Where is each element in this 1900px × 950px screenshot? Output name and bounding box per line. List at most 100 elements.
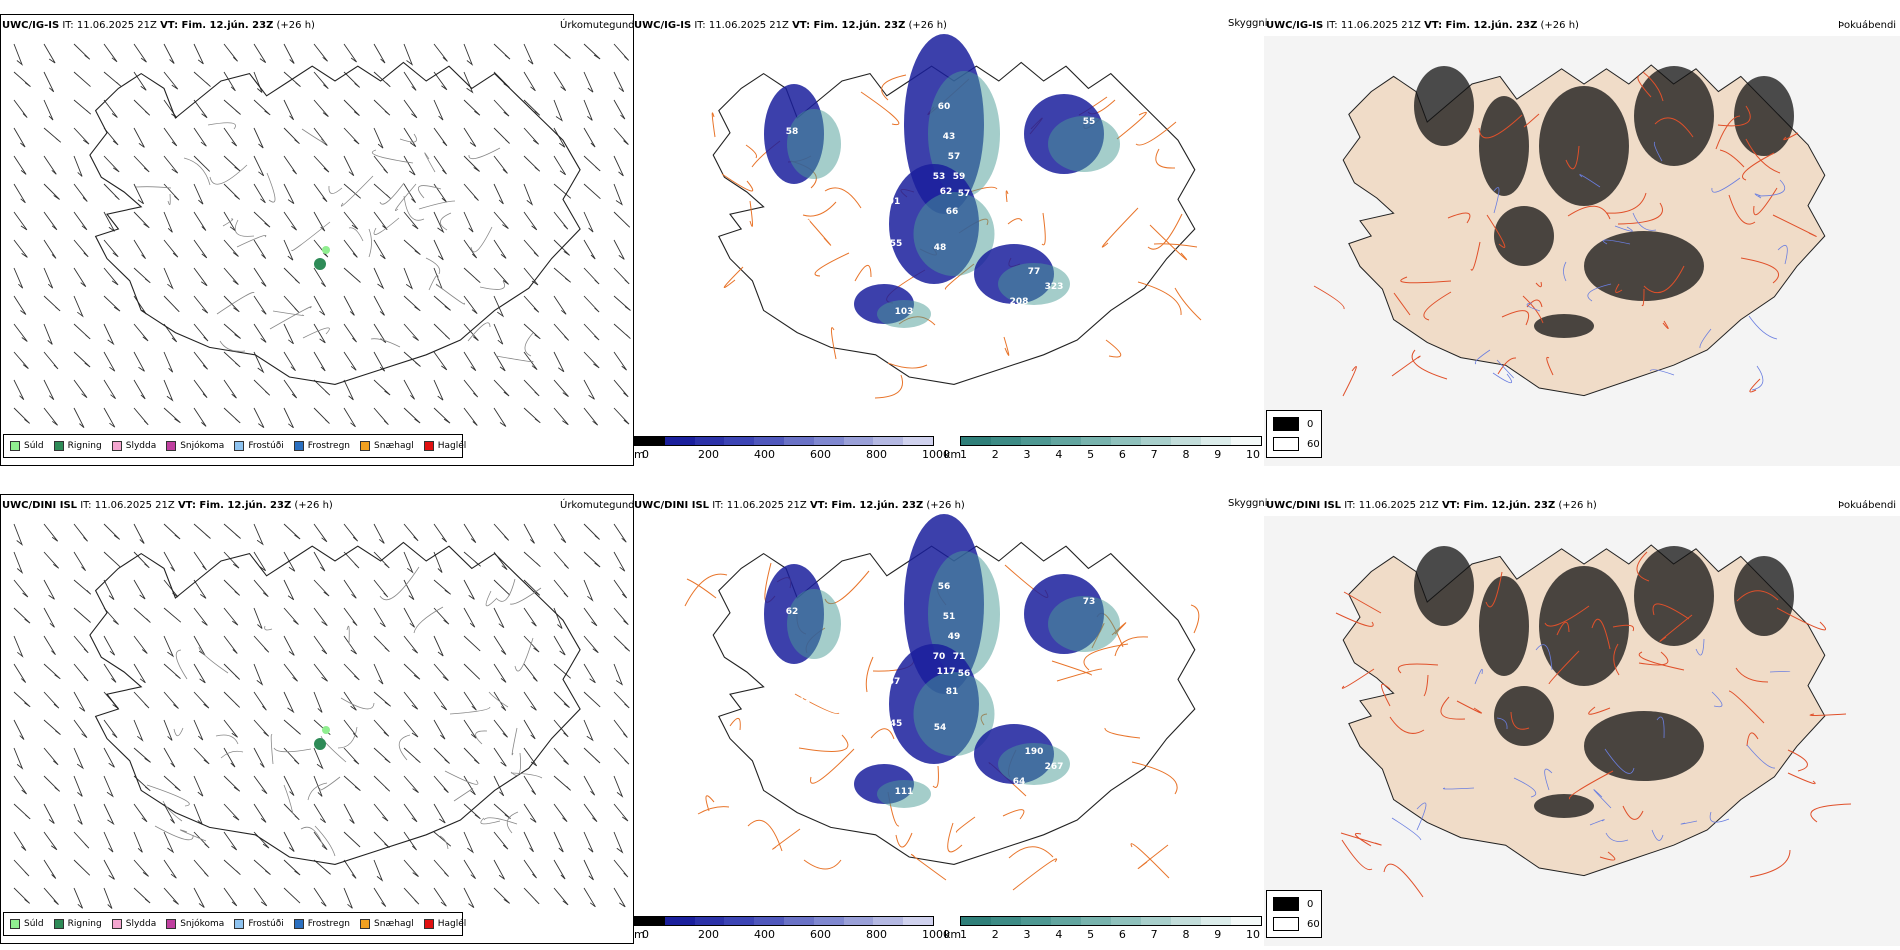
road-line xyxy=(509,587,542,605)
wind-barb xyxy=(13,523,23,546)
cloud-base-label: 70 xyxy=(928,347,941,357)
road-line xyxy=(1615,283,1623,293)
cloud-panel-1: 60 43 57 53 59 62 57 66 48 55 55 80 103 77 323 208 70 91 5… xyxy=(634,14,1264,466)
legend-item-7: Haglél xyxy=(423,441,466,451)
road-line xyxy=(1383,863,1424,898)
fog-area xyxy=(1494,206,1554,266)
wind-barb xyxy=(43,551,60,569)
cloud-title: UWC/DINI ISL IT: 11.06.2025 21Z VT: Fim.… xyxy=(634,500,965,511)
colorbar-step xyxy=(1051,437,1081,445)
road-line xyxy=(1389,716,1425,734)
legend-swatch xyxy=(10,441,20,451)
river-line xyxy=(1474,349,1491,365)
road-line xyxy=(283,784,294,815)
legend-label: Slydda xyxy=(125,919,157,929)
wind-barb xyxy=(343,607,358,626)
wind-barb xyxy=(43,579,55,600)
road-line xyxy=(1749,378,1761,393)
fog-legend-swatch xyxy=(1273,917,1299,931)
wind-barb xyxy=(373,663,384,685)
wind-barb xyxy=(133,379,146,400)
wind-barb xyxy=(373,887,387,907)
colorbar-tick: 200 xyxy=(698,928,719,941)
wind-barb xyxy=(373,43,386,64)
wind-barb xyxy=(103,99,118,118)
legend-label: Snæhagl xyxy=(374,441,414,451)
legend-swatch xyxy=(423,441,434,451)
fog-area xyxy=(1479,576,1529,676)
wind-barb xyxy=(133,155,150,173)
wind-barb xyxy=(223,579,241,596)
wind-barb xyxy=(433,211,445,234)
road-line xyxy=(444,770,479,785)
wind-barb xyxy=(583,379,595,400)
wind-barb xyxy=(463,43,474,66)
cloud-base-label: 56 xyxy=(938,582,951,592)
wind-barb xyxy=(163,607,182,623)
wind-barb xyxy=(523,71,536,92)
wind-barb xyxy=(553,719,569,738)
river-line xyxy=(1496,359,1514,379)
wind-barb xyxy=(163,183,180,201)
wind-barb xyxy=(493,831,509,850)
wind-barb xyxy=(43,775,61,792)
fog-legend-label: 0 xyxy=(1307,418,1314,430)
river-line xyxy=(1757,179,1786,197)
wind-barb xyxy=(403,775,419,793)
colorbar-tick: 9 xyxy=(1214,448,1222,461)
fog-panel-1 xyxy=(1264,36,1900,466)
wind-barb xyxy=(73,719,88,739)
road-line xyxy=(814,252,850,277)
wind-barb xyxy=(193,859,209,877)
river-line xyxy=(1748,315,1778,340)
wind-barb xyxy=(103,351,116,372)
legend-swatch xyxy=(360,919,371,929)
wind-barb xyxy=(283,71,301,87)
visibility-area xyxy=(877,780,931,808)
fog-legend-swatch xyxy=(1273,417,1299,431)
wind-barb xyxy=(73,71,91,87)
wind-barb xyxy=(553,747,569,765)
road-line xyxy=(1012,858,1057,891)
road-line xyxy=(475,730,488,745)
road-line xyxy=(468,147,501,160)
river-line xyxy=(1544,768,1553,791)
cloud-base-label: 73 xyxy=(1083,597,1096,607)
road-line xyxy=(1622,805,1644,820)
road-line xyxy=(319,776,341,791)
iceland-coastline xyxy=(712,541,1196,865)
road-line xyxy=(1343,591,1382,614)
wind-barb xyxy=(313,579,330,597)
wind-barb xyxy=(13,831,27,851)
wind-barb xyxy=(403,523,419,542)
road-line xyxy=(1423,291,1452,321)
wind-barb xyxy=(523,239,539,257)
wind-barb xyxy=(523,551,541,568)
wind-barb xyxy=(433,775,449,793)
colorbar-step xyxy=(664,917,695,925)
road-line xyxy=(264,625,273,631)
wind-barb xyxy=(553,691,570,708)
wind-barb xyxy=(523,127,540,145)
road-line xyxy=(440,212,452,231)
wind-barb xyxy=(103,859,115,880)
legend-label: Frostregn xyxy=(307,441,351,451)
wind-barb xyxy=(373,551,390,569)
visibility-area xyxy=(1048,116,1120,172)
wind-barb xyxy=(13,407,31,424)
wind-barb xyxy=(583,239,596,260)
fog-area xyxy=(1414,546,1474,626)
road-line xyxy=(470,226,493,253)
road-line xyxy=(270,734,274,765)
road-line xyxy=(684,573,728,607)
wind-barb xyxy=(583,887,596,908)
wind-barb xyxy=(463,607,476,628)
road-line xyxy=(729,718,741,731)
legend-item-0: Súld xyxy=(10,919,44,929)
road-line xyxy=(215,734,239,745)
wind-barb xyxy=(103,155,120,173)
river-line xyxy=(1769,671,1791,673)
wind-barb xyxy=(583,71,594,93)
colorbar-tick: 0 xyxy=(642,928,649,941)
wind-barb xyxy=(223,523,241,539)
